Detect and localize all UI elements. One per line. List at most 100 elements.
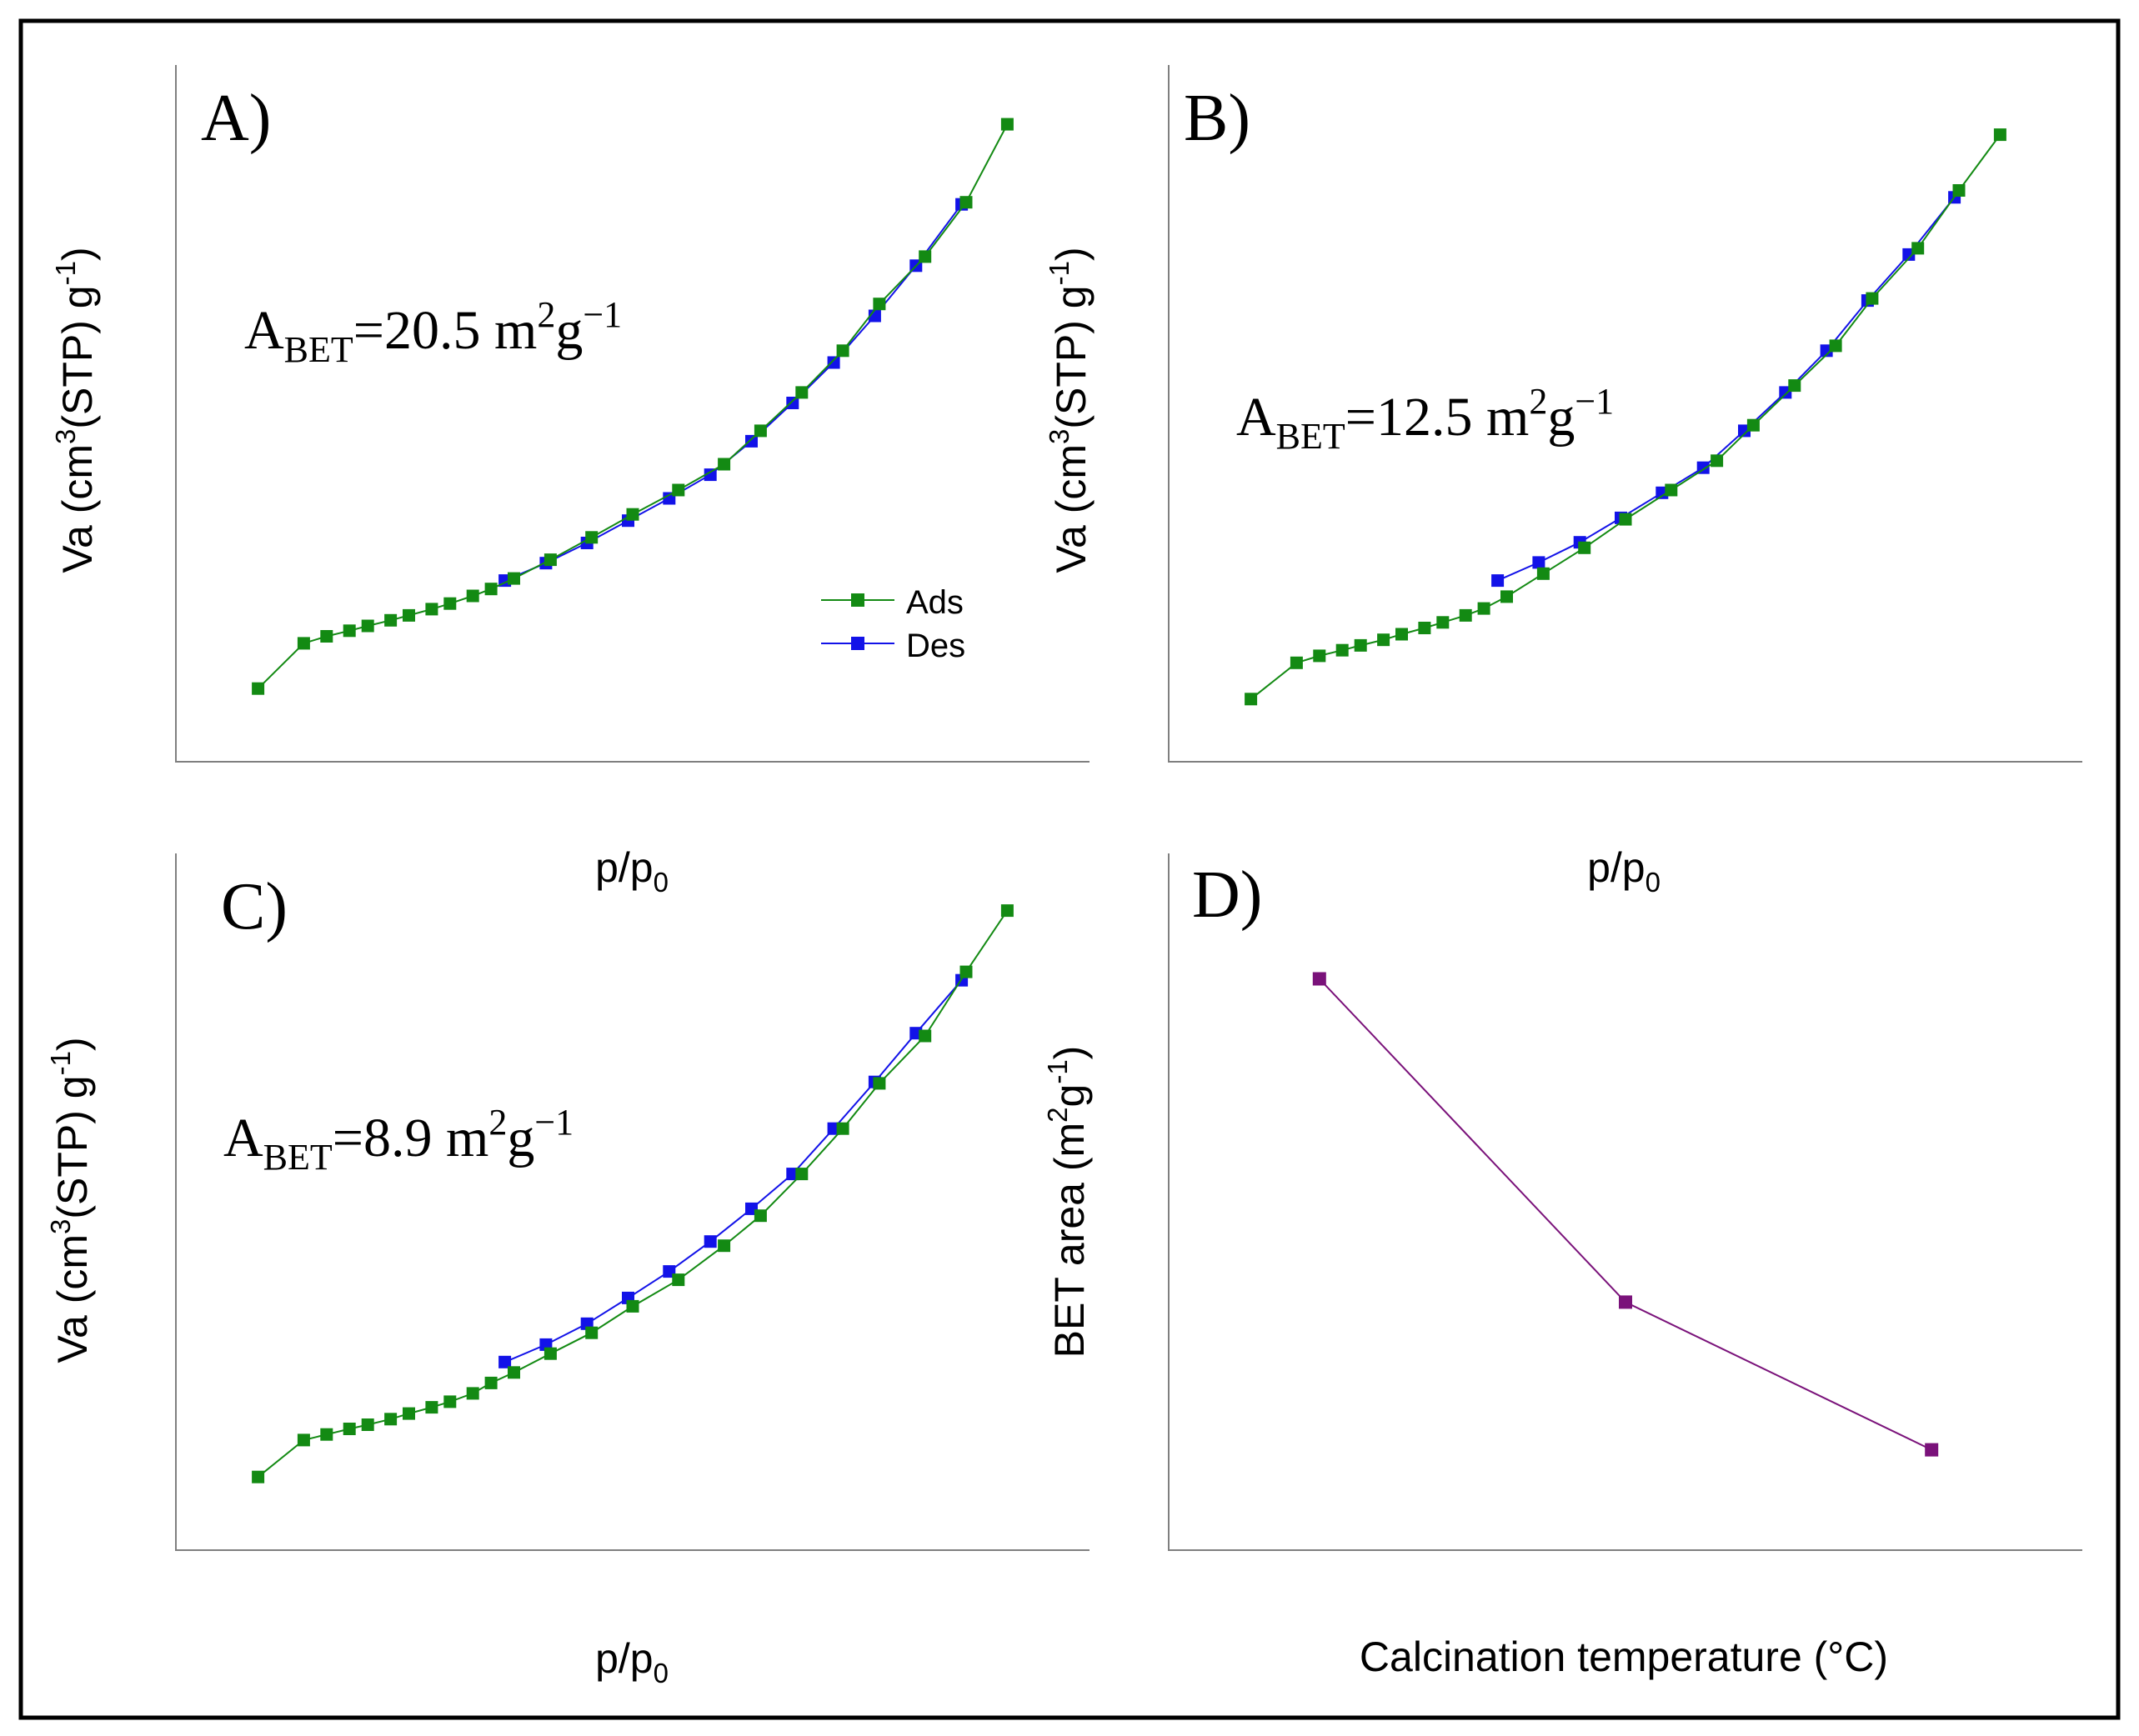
panel-a-ads-point xyxy=(425,603,438,616)
panel-a-ylabel: Va (cm3(STP) g-1) xyxy=(50,247,101,573)
panel-c-ads-point xyxy=(873,1077,886,1090)
panel-d-xlabel: Calcination temperature (°C) xyxy=(1360,1633,1888,1680)
panel-c-des-series-line xyxy=(504,979,963,1363)
panel-b-ads-point xyxy=(1313,649,1326,663)
panel-a-ads-point xyxy=(544,553,557,567)
panel-b-ads-point xyxy=(1290,656,1303,669)
panel-c-ads-point xyxy=(425,1401,438,1414)
panel-b-des-point xyxy=(1491,574,1505,588)
panel-c-ads-point xyxy=(361,1418,374,1431)
panel-a-ads-point xyxy=(443,597,457,610)
panel-a-ads-point xyxy=(343,624,356,638)
panel-a-xlabel: p/p0 xyxy=(595,844,669,898)
panel-a-ads-point xyxy=(718,458,731,471)
panel-c-ads-point xyxy=(403,1407,415,1420)
panel-c-ads-point xyxy=(672,1273,685,1287)
panel-d: D) BET area (m2g-1) Calcination temperat… xyxy=(1042,853,2082,1680)
panel-a-ads-point xyxy=(626,508,639,521)
panel-c-ads-point xyxy=(320,1428,333,1441)
panel-c-ads-point xyxy=(754,1209,767,1223)
panel-b-ads-point xyxy=(1619,513,1632,526)
panel-a-ads-point xyxy=(919,250,932,263)
panel-c-des-point xyxy=(704,1235,717,1248)
panel-a-legend: Ads Des xyxy=(821,584,965,664)
panel-b-ads-point xyxy=(1578,541,1591,554)
panel-b-ads-point xyxy=(1911,242,1925,255)
legend-des-marker xyxy=(851,637,864,650)
figure-border xyxy=(18,18,2121,1720)
panel-b-ads-point xyxy=(1477,602,1490,615)
panel-c-ads-point xyxy=(795,1168,809,1181)
panel-a-ads-point xyxy=(320,630,333,643)
panel-a-des-point xyxy=(704,468,717,482)
panel-a-ads-point xyxy=(297,637,310,650)
panel-c-ads-point xyxy=(484,1376,498,1389)
panel-d-bet-area-point xyxy=(1312,972,1326,986)
panel-c-label: C) xyxy=(221,870,288,943)
panel-a-ads-point xyxy=(384,613,398,627)
panel-d-axes xyxy=(1168,853,2082,1551)
panel-a-plot xyxy=(252,118,1014,695)
panel-a-ads-point xyxy=(1000,118,1014,131)
panel-a: A) ABET=20.5 m2g−1 Va (cm3(STP) g-1) p/p… xyxy=(50,65,1090,898)
panel-b-bet-annotation: ABET=12.5 m2g−1 xyxy=(1236,381,1614,457)
legend-ads-marker xyxy=(851,593,864,607)
panel-a-ads-point xyxy=(403,608,415,622)
panel-c-xlabel: p/p0 xyxy=(595,1635,669,1688)
panel-a-ads-point xyxy=(361,619,374,633)
panel-c-ads-point xyxy=(384,1413,398,1426)
panel-c-plot xyxy=(252,904,1014,1483)
panel-a-ads-point xyxy=(754,424,767,438)
panel-c: C) ABET=8.9 m2g−1 Va (cm3(STP) g-1) p/p0 xyxy=(45,853,1090,1688)
panel-b-ads-point xyxy=(1245,693,1258,706)
panel-c-ads-point xyxy=(466,1387,479,1400)
panel-c-ads-point xyxy=(585,1326,599,1339)
panel-c-ylabel: Va (cm3(STP) g-1) xyxy=(45,1037,96,1363)
panel-a-ads-point xyxy=(585,531,599,544)
panel-b-ads-point xyxy=(1952,184,1966,197)
panel-a-ads-point xyxy=(873,298,886,311)
panel-b-axes xyxy=(1168,65,2082,763)
panel-c-ads-point xyxy=(508,1366,520,1379)
panel-a-ads-point xyxy=(836,344,849,358)
panel-b-ylabel: Va (cm3(STP) g-1) xyxy=(1044,247,1095,573)
panel-b-ads-point xyxy=(1418,622,1431,634)
panel-a-bet-annotation: ABET=20.5 m2g−1 xyxy=(244,294,622,370)
panel-b-ads-point xyxy=(1711,454,1724,468)
panel-c-ads-point xyxy=(919,1029,932,1043)
panel-a-label: A) xyxy=(201,82,271,155)
panel-c-bet-annotation: ABET=8.9 m2g−1 xyxy=(223,1102,574,1178)
panel-c-ads-point xyxy=(343,1423,356,1435)
panel-c-axes xyxy=(175,853,1090,1551)
panel-c-ads-point xyxy=(959,965,973,978)
panel-a-ads-point xyxy=(508,572,520,585)
panel-a-ads-point xyxy=(252,682,265,695)
panel-d-bet-area-point xyxy=(1619,1295,1632,1309)
panel-d-label: D) xyxy=(1192,858,1262,932)
panel-b-ads-point xyxy=(1436,616,1450,629)
panel-a-ads-point xyxy=(484,583,498,596)
panel-b-ads-point xyxy=(1665,483,1678,497)
legend-des-label: Des xyxy=(906,628,965,664)
panel-d-ylabel: BET area (m2g-1) xyxy=(1042,1046,1093,1358)
panel-b-ads-point xyxy=(1746,418,1760,432)
panel-b-ads-point xyxy=(1829,339,1842,353)
panel-c-ads-point xyxy=(544,1347,557,1360)
panel-b: B) ABET=12.5 m2g−1 Va (cm3(STP) g-1) p/p… xyxy=(1044,65,2082,898)
panel-c-ads-point xyxy=(836,1122,849,1135)
legend-ads-label: Ads xyxy=(906,584,964,621)
panel-b-des-point xyxy=(1532,556,1545,569)
panel-c-ads-point xyxy=(1000,904,1014,918)
panel-b-ads-point xyxy=(1395,628,1408,641)
panel-b-ads-point xyxy=(1335,643,1349,657)
panel-b-ads-point xyxy=(1354,638,1367,652)
panel-b-ads-point xyxy=(1866,292,1879,305)
panel-a-des-point xyxy=(786,397,799,409)
panel-b-xlabel: p/p0 xyxy=(1587,844,1661,898)
panel-b-ads-point xyxy=(1536,567,1550,580)
panel-a-ads-point xyxy=(959,196,973,209)
panel-d-plot xyxy=(1312,972,1939,1457)
panel-a-des-point xyxy=(745,434,758,448)
panel-b-label: B) xyxy=(1184,82,1250,155)
